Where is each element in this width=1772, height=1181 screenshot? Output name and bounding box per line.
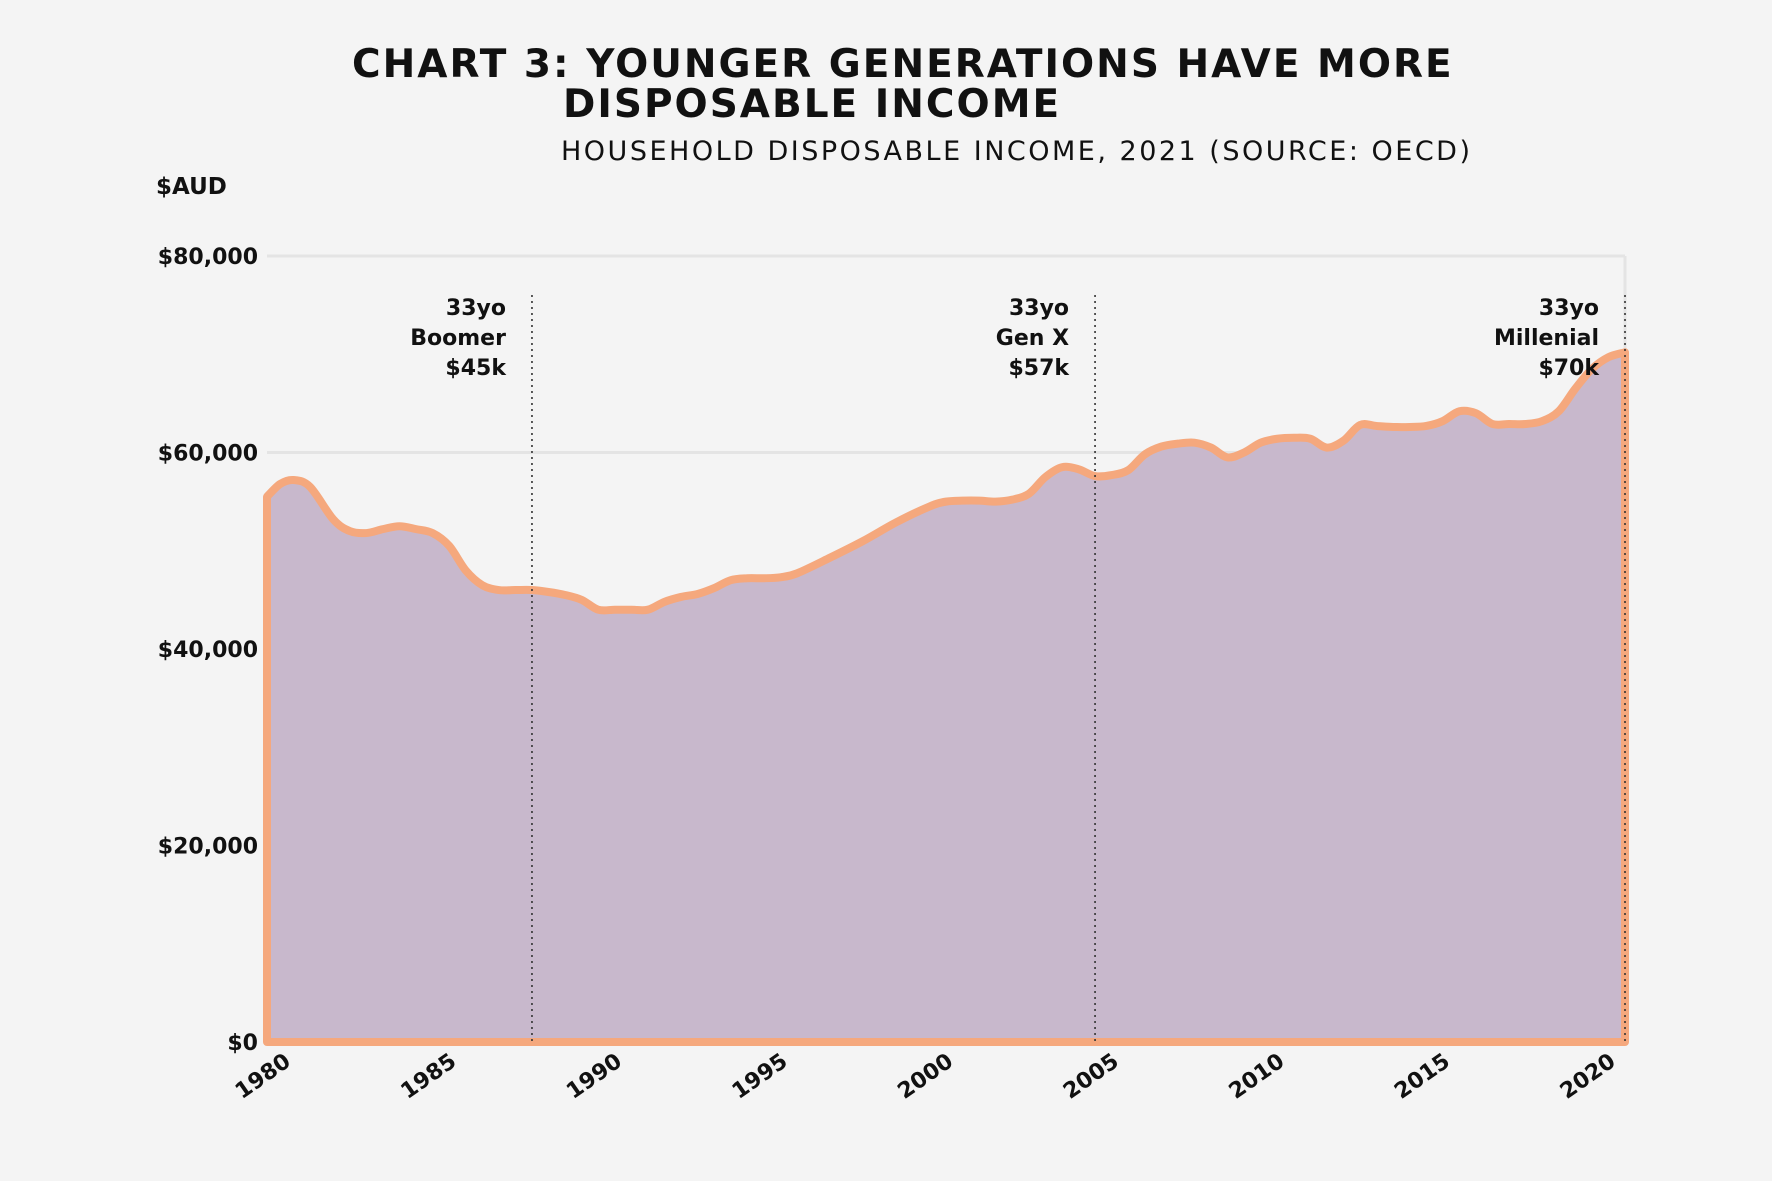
- annotation-0-line-1: Boomer: [410, 326, 506, 351]
- x-tick-label-8: 2020: [1556, 1049, 1620, 1105]
- chart-title-line-1: CHART 3: YOUNGER GENERATIONS HAVE MORE: [352, 42, 1454, 87]
- income-area-fill: [267, 352, 1625, 1042]
- annotations: 33yo Boomer $45k 33yo Gen X $57k 33yo Millenial…: [410, 296, 1600, 381]
- x-tick-label-6: 2010: [1225, 1049, 1289, 1105]
- x-tick-label-1: 1985: [397, 1049, 461, 1105]
- y-tick-label-1: $20,000: [158, 835, 258, 860]
- generation-markers: [531, 295, 1626, 1042]
- annotation-2-line-2: $70k: [1538, 356, 1600, 381]
- x-tick-label-0: 1980: [231, 1049, 295, 1105]
- annotation-1-line-0: 33yo: [1009, 296, 1069, 321]
- y-tick-label-3: $60,000: [158, 442, 258, 467]
- x-tick-label-7: 2015: [1390, 1049, 1454, 1105]
- y-tick-label-2: $40,000: [158, 638, 258, 663]
- y-tick-label-0: $0: [227, 1031, 258, 1056]
- x-axis-ticks: 1980 1985 1990 1995 2000 2005 2010 2015 2020: [231, 1049, 1620, 1105]
- y-tick-label-4: $80,000: [158, 245, 258, 270]
- annotation-2-line-0: 33yo: [1539, 296, 1599, 321]
- x-tick-label-4: 2000: [893, 1049, 957, 1105]
- y-axis-unit-label: $AUD: [156, 174, 227, 200]
- x-tick-label-2: 1990: [562, 1049, 626, 1105]
- annotation-0-line-0: 33yo: [446, 296, 506, 321]
- x-tick-label-3: 1995: [728, 1049, 792, 1105]
- chart-title-line-2: DISPOSABLE INCOME: [563, 82, 1062, 127]
- income-area: [263, 348, 1629, 1046]
- income-line: [263, 348, 1629, 1046]
- annotation-2-line-1: Millenial: [1494, 326, 1599, 351]
- x-tick-label-5: 2005: [1059, 1049, 1123, 1105]
- chart-subtitle: HOUSEHOLD DISPOSABLE INCOME, 2021 (SOURC…: [561, 136, 1473, 167]
- y-axis-ticks: $0 $20,000 $40,000 $60,000 $80,000: [158, 245, 258, 1056]
- annotation-1-line-2: $57k: [1008, 356, 1070, 381]
- annotation-0-line-2: $45k: [445, 356, 507, 381]
- annotation-1-line-1: Gen X: [996, 326, 1069, 351]
